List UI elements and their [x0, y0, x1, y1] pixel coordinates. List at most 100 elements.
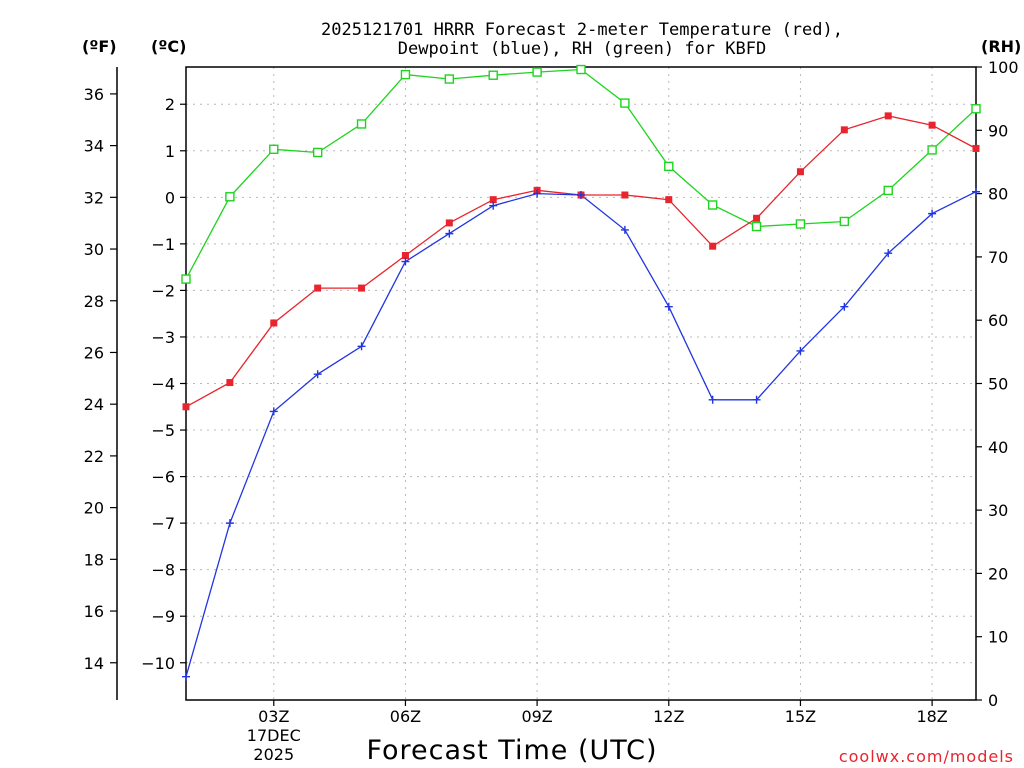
dewpoint-point [708, 395, 717, 404]
dewpoint-point [182, 672, 190, 681]
dewpoint-line [185, 191, 977, 677]
temperature-point [972, 144, 980, 152]
dewpoint-point [752, 395, 761, 404]
rh-tick-label: 70 [988, 248, 1008, 267]
series-layer [181, 64, 981, 681]
dewpoint-point [533, 189, 542, 198]
time-tick-label: 12Z [653, 707, 684, 726]
dewpoint-point [840, 302, 849, 311]
rh-axis: 0 10 20 30 40 50 60 70 80 90 100 [976, 58, 1019, 710]
temperature-point [796, 168, 804, 176]
rh-point [971, 104, 981, 114]
time-tick-label: 18Z [916, 707, 947, 726]
fahrenheit-tick-label: 22 [84, 447, 104, 466]
rh-tick-label: 20 [988, 564, 1008, 583]
dewpoint-point [928, 209, 937, 218]
rh-tick-label: 80 [988, 185, 1008, 204]
rh-point [532, 67, 542, 77]
temperature-point [182, 403, 190, 411]
dewpoint-point [620, 225, 629, 234]
fahrenheit-tick-label: 36 [84, 85, 104, 104]
rh-tick-label: 60 [988, 311, 1008, 330]
temperature-point [621, 191, 629, 199]
rh-point [576, 64, 586, 75]
dewpoint-point [577, 190, 585, 199]
credit-link[interactable]: coolwx.com/models [839, 747, 1014, 766]
fahrenheit-tick-label: 14 [84, 654, 104, 673]
rh-point [312, 147, 323, 158]
rh-point [795, 219, 806, 229]
temperature-point [314, 284, 322, 292]
time-tick-label: 03Z [258, 707, 289, 726]
dewpoint-point [972, 187, 980, 196]
dewpoint-point [225, 519, 234, 528]
celsius-tick-label: −8 [151, 561, 175, 580]
time-tick-label: 15Z [785, 707, 816, 726]
celsius-tick-label: 2 [165, 95, 175, 114]
rh-point [400, 69, 411, 80]
fahrenheit-tick-label: 20 [84, 499, 104, 518]
temperature-point [445, 219, 453, 227]
celsius-tick-label: −5 [151, 421, 175, 440]
dewpoint-point [796, 346, 805, 355]
rh-point [839, 216, 850, 227]
rh-tick-label: 40 [988, 438, 1008, 457]
temperature-point [928, 121, 936, 129]
rh-point [488, 70, 498, 80]
time-tick-label: 09Z [521, 707, 552, 726]
rh-line [185, 68, 977, 280]
dewpoint-point [664, 302, 673, 311]
dewpoint-point [313, 370, 322, 379]
fahrenheit-tick-label: 16 [84, 602, 104, 621]
rh-tick-label: 10 [988, 628, 1008, 647]
rh-point [707, 200, 718, 210]
rh-point [927, 145, 937, 155]
plot-frame [185, 66, 977, 701]
temperature-point [270, 319, 278, 327]
temperature-point [884, 112, 892, 120]
celsius-tick-label: −4 [151, 375, 175, 394]
date-label: 17DEC [247, 726, 301, 745]
fahrenheit-tick-label: 26 [84, 343, 104, 362]
fahrenheit-tick-label: 18 [84, 550, 104, 569]
dewpoint-point [269, 407, 278, 416]
temperature-point [401, 252, 409, 260]
rh-unit-label: (RH) [981, 37, 1021, 56]
x-axis-title: Forecast Time (UTC) [366, 735, 657, 766]
rh-point [269, 144, 279, 154]
temperature-line [185, 115, 977, 408]
fahrenheit-axis: 36 34 32 30 28 26 24 22 20 18 16 14 [84, 85, 117, 673]
rh-point [356, 119, 367, 129]
fahrenheit-unit-label: (ºF) [82, 37, 117, 56]
dewpoint-point [357, 342, 366, 351]
temperature-point [709, 242, 717, 250]
fahrenheit-tick-label: 34 [84, 137, 104, 156]
fahrenheit-tick-label: 28 [84, 292, 104, 311]
celsius-tick-label: −10 [141, 654, 175, 673]
celsius-unit-label: (ºC) [151, 37, 186, 56]
dewpoint-point [884, 249, 893, 258]
dewpoint-point [445, 229, 454, 238]
rh-tick-label: 0 [988, 691, 998, 710]
rh-point [181, 274, 191, 284]
celsius-axis: 2 1 0 −1 −2 −3 −4 −5 −6 −7 −8 −9 −10 [141, 95, 186, 673]
celsius-tick-label: −7 [151, 514, 175, 533]
celsius-tick-label: −2 [151, 281, 175, 300]
rh-tick-label: 100 [988, 58, 1019, 77]
celsius-tick-label: −3 [151, 328, 175, 347]
fahrenheit-tick-label: 32 [84, 188, 104, 207]
temperature-point [840, 126, 848, 134]
fahrenheit-tick-label: 24 [84, 395, 104, 414]
rh-point [225, 192, 235, 202]
rh-point [620, 98, 630, 108]
rh-point [751, 221, 762, 232]
fahrenheit-tick-label: 30 [84, 240, 104, 259]
dewpoint-point [401, 257, 410, 266]
grid-lines [186, 67, 976, 700]
rh-point [883, 185, 893, 196]
celsius-tick-label: 1 [165, 142, 175, 161]
temperature-point [358, 284, 366, 292]
rh-point [664, 161, 674, 172]
